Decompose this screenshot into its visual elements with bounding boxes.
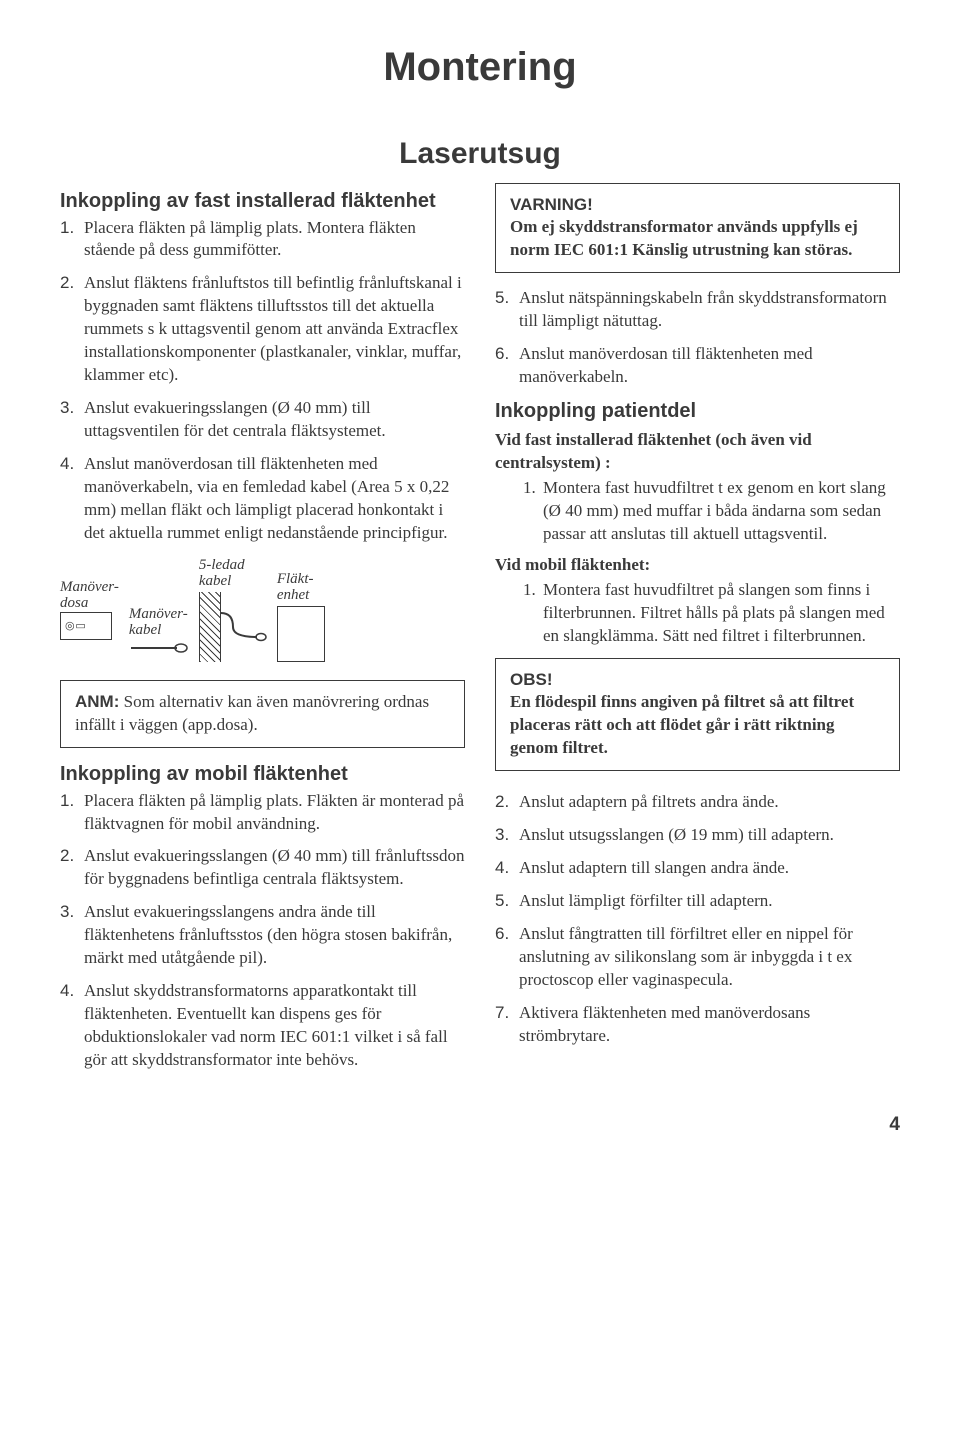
list-item: 2.Anslut fläktens frånluftstos till befi… <box>60 272 465 387</box>
list-text: Placera fläkten på lämplig plats. Monter… <box>84 217 465 263</box>
right-column: VARNING! Om ej skyddstransformator använ… <box>495 183 900 1082</box>
list-text: Montera fast huvudfiltret t ex genom en … <box>543 477 900 546</box>
list-text: Placera fläkten på lämplig plats. Fläkte… <box>84 790 465 836</box>
list-num: 1. <box>523 579 543 648</box>
list-text: Anslut utsugsslangen (Ø 19 mm) till adap… <box>519 824 900 847</box>
list-num: 5. <box>495 890 519 913</box>
list-text: Montera fast huvudfiltret på slangen som… <box>543 579 900 648</box>
list-item: 1.Montera fast huvudfiltret på slangen s… <box>523 579 900 648</box>
list-item: 4.Anslut manöverdosan till fläktenheten … <box>60 453 465 545</box>
diagram-label-manoverdosa: Manöver- dosa <box>60 579 119 612</box>
list-num: 1. <box>523 477 543 546</box>
list-text: Anslut fläktens frånluftstos till befint… <box>84 272 465 387</box>
diagram-box-manoverdosa <box>60 612 112 640</box>
list-num: 4. <box>60 453 84 545</box>
list-num: 1. <box>60 790 84 836</box>
cable-icon <box>129 641 189 655</box>
list-item: 6.Anslut fångtratten till förfiltret ell… <box>495 923 900 992</box>
list-num: 5. <box>495 287 519 333</box>
list-item: 5.Anslut nätspänningskabeln från skyddst… <box>495 287 900 333</box>
warning-text: Om ej skyddstransformator används uppfyl… <box>510 216 885 262</box>
obs-text: En flödespil finns angiven på filtret så… <box>510 691 885 760</box>
diagram-label-manoverkabel: Manöver- kabel <box>129 606 189 639</box>
list-item: 1.Montera fast huvudfiltret t ex genom e… <box>523 477 900 546</box>
list-text: Anslut adaptern på filtrets andra ände. <box>519 791 900 814</box>
list-num: 6. <box>495 343 519 389</box>
cable-bent-icon <box>219 607 267 647</box>
wiring-diagram: Manöver- dosa Manöver- kabel 5-ledad kab… <box>60 557 465 662</box>
warning-box: VARNING! Om ej skyddstransformator använ… <box>495 183 900 274</box>
diagram-manoverdosa-group: Manöver- dosa <box>60 579 119 640</box>
list-text: Anslut evakueringsslangen (Ø 40 mm) till… <box>84 397 465 443</box>
list-item: 6.Anslut manöverdosan till fläktenheten … <box>495 343 900 389</box>
list-num: 6. <box>495 923 519 992</box>
list-item: 3.Anslut evakueringsslangens andra ände … <box>60 901 465 970</box>
page-title: Montering <box>60 40 900 94</box>
left-list-2: 1.Placera fläkten på lämplig plats. Fläk… <box>60 790 465 1072</box>
left-heading-1: Inkoppling av fast installerad fläktenhe… <box>60 189 465 213</box>
list-num: 3. <box>60 901 84 970</box>
note-box: ANM: Som alternativ kan även manövrering… <box>60 680 465 748</box>
diagram-manoverkabel-group: Manöver- kabel <box>129 606 189 662</box>
list-item: 3.Anslut evakueringsslangen (Ø 40 mm) ti… <box>60 397 465 443</box>
page-number: 4 <box>60 1112 900 1138</box>
list-item: 4.Anslut skyddstransformatorns apparatko… <box>60 980 465 1072</box>
diagram-flaktenhet-group: Fläkt- enhet <box>277 571 325 662</box>
list-item: 2.Anslut adaptern på filtrets andra ände… <box>495 791 900 814</box>
warning-title: VARNING! <box>510 194 885 217</box>
list-num: 2. <box>60 845 84 891</box>
list-item: 1.Placera fläkten på lämplig plats. Mont… <box>60 217 465 263</box>
list-text: Anslut manöverdosan till fläktenheten me… <box>519 343 900 389</box>
right-list-1: 5.Anslut nätspänningskabeln från skyddst… <box>495 287 900 389</box>
obs-title: OBS! <box>510 669 885 692</box>
list-item: 3.Anslut utsugsslangen (Ø 19 mm) till ad… <box>495 824 900 847</box>
list-item: 4.Anslut adaptern till slangen andra änd… <box>495 857 900 880</box>
left-list-1: 1.Placera fläkten på lämplig plats. Mont… <box>60 217 465 545</box>
subhead-mobile: Vid mobil fläktenhet: <box>495 554 900 577</box>
list-text: Anslut skyddstransformatorns apparatkont… <box>84 980 465 1072</box>
diagram-box-flaktenhet <box>277 606 325 662</box>
right-list-2: 2.Anslut adaptern på filtrets andra ände… <box>495 791 900 1047</box>
list-num: 4. <box>60 980 84 1072</box>
inner-list-1: 1.Montera fast huvudfiltret t ex genom e… <box>495 477 900 546</box>
left-heading-2: Inkoppling av mobil fläktenhet <box>60 762 465 786</box>
diagram-wall-group: 5-ledad kabel <box>199 557 267 662</box>
diagram-label-5ledad: 5-ledad kabel <box>199 557 267 590</box>
list-num: 4. <box>495 857 519 880</box>
inner-list-2: 1.Montera fast huvudfiltret på slangen s… <box>495 579 900 648</box>
subhead-fixed: Vid fast installerad fläktenhet (och äve… <box>495 429 900 475</box>
list-text: Anslut nätspänningskabeln från skyddstra… <box>519 287 900 333</box>
diagram-label-flaktenhet: Fläkt- enhet <box>277 571 325 604</box>
right-heading-1: Inkoppling patientdel <box>495 399 900 423</box>
list-num: 7. <box>495 1002 519 1048</box>
list-text: Anslut manöverdosan till fläktenheten me… <box>84 453 465 545</box>
list-num: 3. <box>60 397 84 443</box>
list-num: 2. <box>60 272 84 387</box>
list-text: Anslut evakueringsslangen (Ø 40 mm) till… <box>84 845 465 891</box>
list-text: Anslut lämpligt förfilter till adaptern. <box>519 890 900 913</box>
content-columns: Inkoppling av fast installerad fläktenhe… <box>60 183 900 1082</box>
list-item: 2.Anslut evakueringsslangen (Ø 40 mm) ti… <box>60 845 465 891</box>
list-text: Anslut fångtratten till förfiltret eller… <box>519 923 900 992</box>
obs-box: OBS! En flödespil finns angiven på filtr… <box>495 658 900 772</box>
list-item: 7.Aktivera fläktenheten med manöverdosan… <box>495 1002 900 1048</box>
list-text: Anslut adaptern till slangen andra ände. <box>519 857 900 880</box>
note-prefix: ANM: <box>75 692 119 711</box>
page-subtitle: Laserutsug <box>60 134 900 175</box>
list-num: 2. <box>495 791 519 814</box>
note-text: Som alternativ kan även manövrering ordn… <box>75 692 429 734</box>
list-num: 1. <box>60 217 84 263</box>
list-num: 3. <box>495 824 519 847</box>
list-text: Anslut evakueringsslangens andra ände ti… <box>84 901 465 970</box>
list-item: 1.Placera fläkten på lämplig plats. Fläk… <box>60 790 465 836</box>
left-column: Inkoppling av fast installerad fläktenhe… <box>60 183 465 1082</box>
list-text: Aktivera fläktenheten med manöverdosans … <box>519 1002 900 1048</box>
wall-icon <box>199 592 221 662</box>
list-item: 5.Anslut lämpligt förfilter till adapter… <box>495 890 900 913</box>
